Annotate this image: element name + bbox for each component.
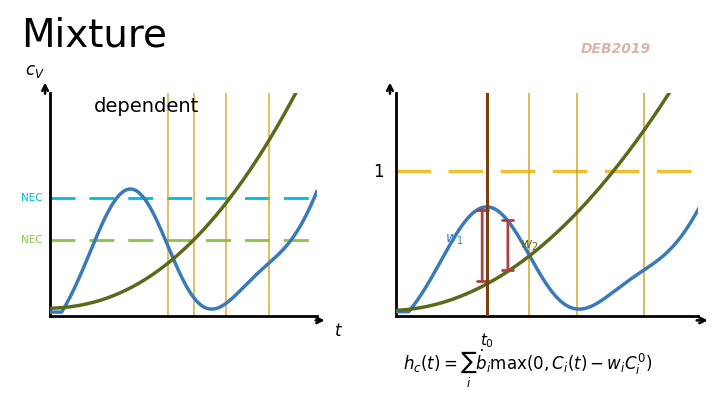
Text: NEC: NEC [21,193,42,203]
Text: Mixture: Mixture [22,16,168,54]
Text: $w_2$: $w_2$ [520,238,539,253]
Text: $t$: $t$ [718,322,720,341]
Text: NEC: NEC [21,235,42,245]
Text: 1: 1 [373,163,384,181]
Text: $h_c(t) = \sum_i \dot{b}_i \max(0, C_i(t) - w_i C_i^0)$: $h_c(t) = \sum_i \dot{b}_i \max(0, C_i(t… [403,347,652,390]
Text: $t$: $t$ [333,322,343,341]
Text: DEB2019: DEB2019 [580,42,651,55]
Text: $t_0$: $t_0$ [480,331,494,350]
Text: $c_V$: $c_V$ [24,62,45,80]
Text: $w_1$: $w_1$ [446,232,464,247]
Text: dependent: dependent [94,97,199,116]
